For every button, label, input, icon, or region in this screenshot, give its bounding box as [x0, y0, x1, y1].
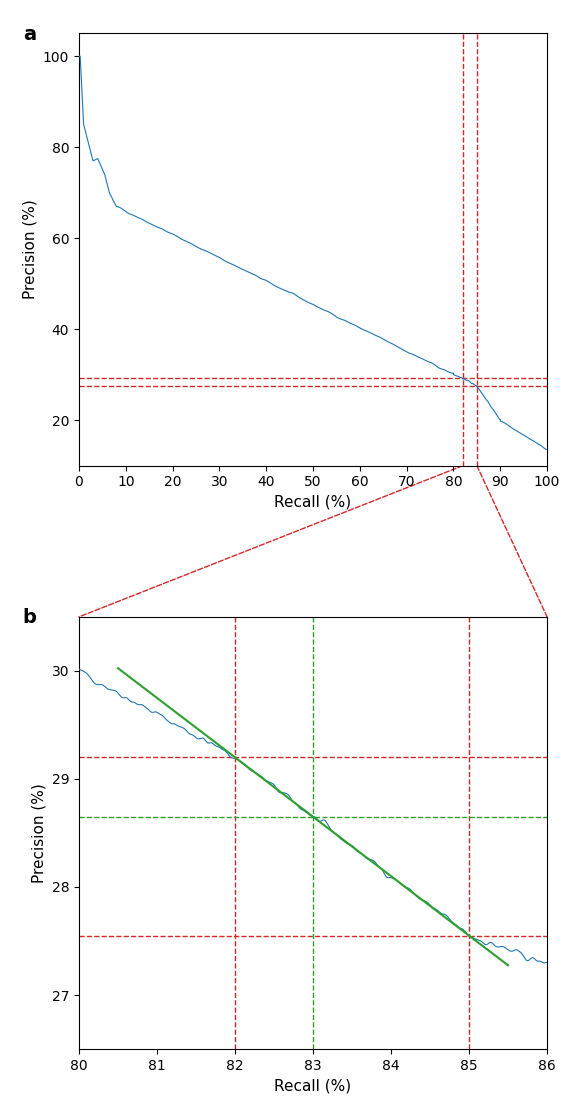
Y-axis label: Precision (%): Precision (%) [23, 200, 37, 299]
Text: a: a [23, 25, 36, 44]
X-axis label: Recall (%): Recall (%) [275, 1078, 351, 1094]
Text: b: b [23, 608, 37, 627]
X-axis label: Recall (%): Recall (%) [275, 494, 351, 510]
Y-axis label: Precision (%): Precision (%) [31, 783, 46, 883]
